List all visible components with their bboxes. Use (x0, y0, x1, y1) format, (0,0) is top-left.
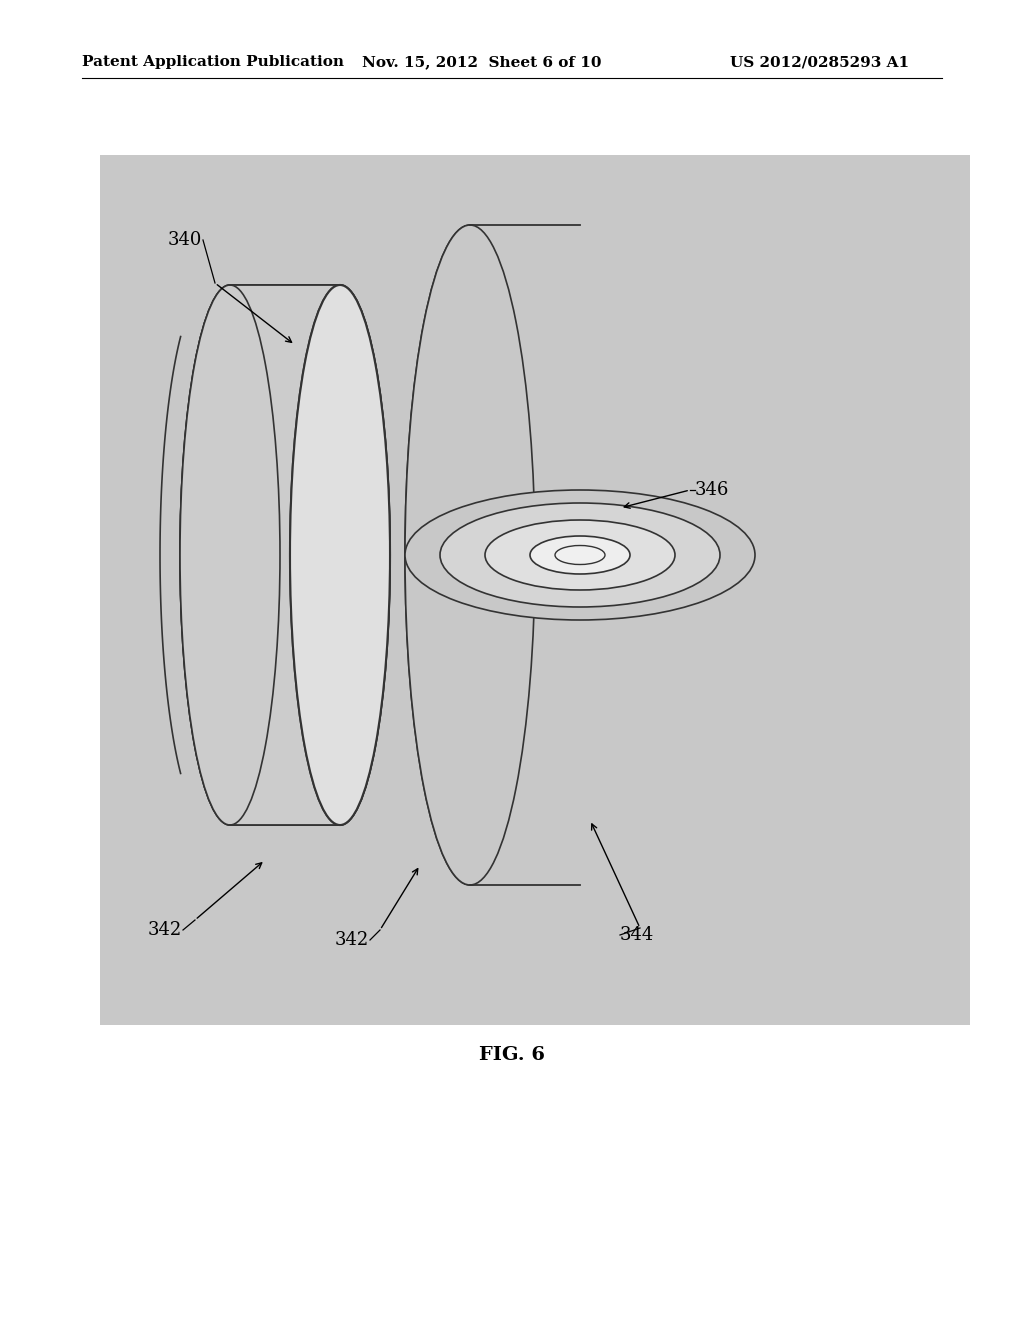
Ellipse shape (290, 285, 390, 825)
Ellipse shape (530, 536, 630, 574)
Ellipse shape (290, 285, 390, 825)
Text: 342: 342 (148, 921, 182, 939)
Ellipse shape (406, 224, 535, 884)
Ellipse shape (406, 490, 755, 620)
Polygon shape (180, 285, 390, 825)
Text: 344: 344 (620, 927, 654, 944)
Text: Patent Application Publication: Patent Application Publication (82, 55, 344, 69)
Ellipse shape (440, 503, 720, 607)
Polygon shape (180, 285, 390, 825)
Text: 340: 340 (168, 231, 203, 249)
Polygon shape (406, 224, 645, 884)
Ellipse shape (555, 545, 605, 565)
Text: 346: 346 (695, 480, 729, 499)
Text: FIG. 6: FIG. 6 (479, 1045, 545, 1064)
Text: US 2012/0285293 A1: US 2012/0285293 A1 (730, 55, 909, 69)
Bar (100, 154, 970, 1026)
Text: Nov. 15, 2012  Sheet 6 of 10: Nov. 15, 2012 Sheet 6 of 10 (362, 55, 601, 69)
Text: 342: 342 (335, 931, 370, 949)
Ellipse shape (290, 285, 390, 825)
Ellipse shape (485, 520, 675, 590)
Ellipse shape (180, 285, 280, 825)
